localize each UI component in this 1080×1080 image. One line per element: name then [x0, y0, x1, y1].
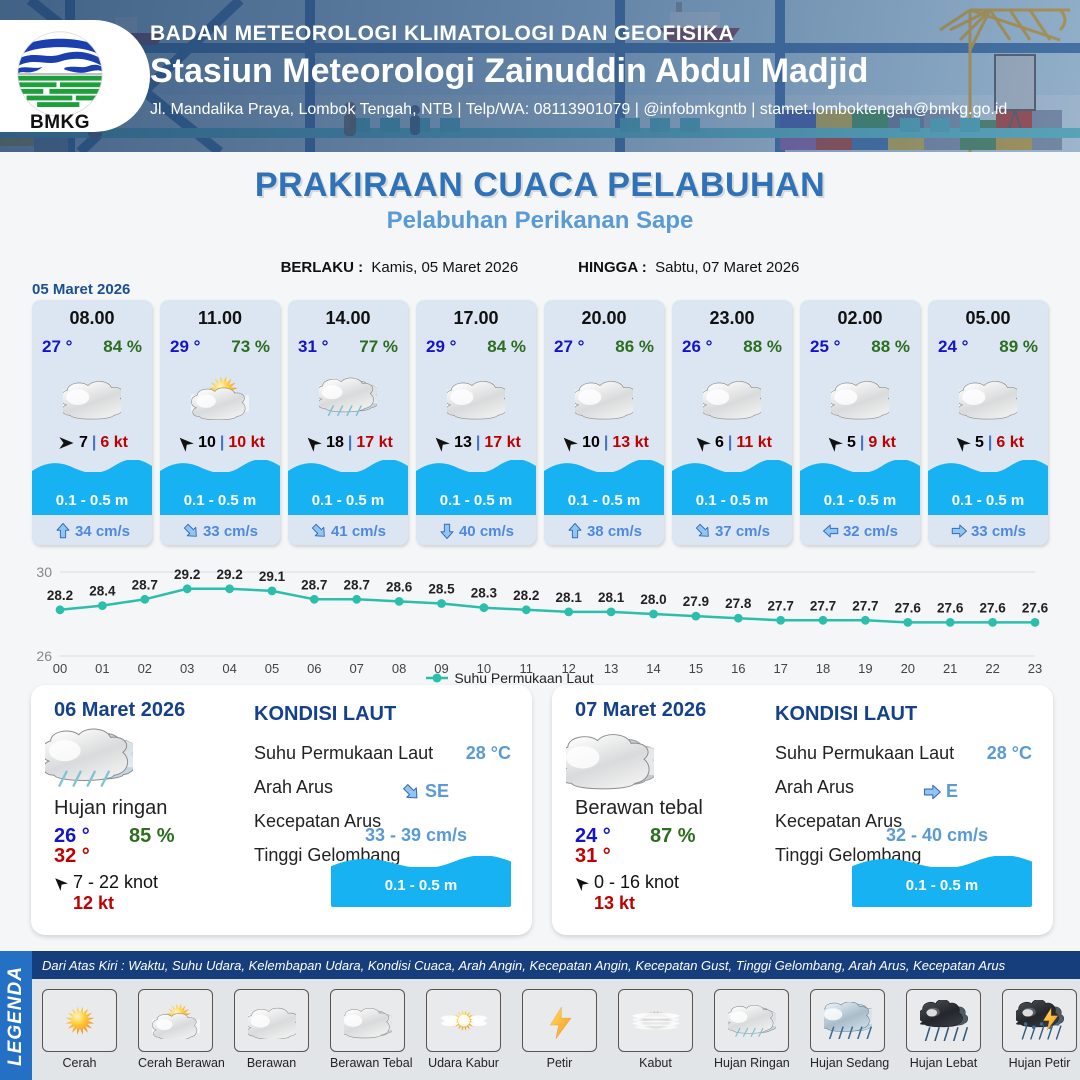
svg-text:28.2: 28.2: [47, 588, 73, 603]
svg-text:27.7: 27.7: [768, 598, 794, 613]
svg-text:28.7: 28.7: [301, 577, 327, 592]
svg-text:29.1: 29.1: [259, 569, 286, 584]
svg-text:28.1: 28.1: [598, 590, 625, 605]
svg-text:28.5: 28.5: [428, 582, 455, 597]
svg-text:28.6: 28.6: [386, 579, 413, 594]
svg-text:27.7: 27.7: [810, 598, 836, 613]
svg-text:28.4: 28.4: [89, 584, 116, 599]
svg-text:29.2: 29.2: [174, 567, 200, 582]
svg-text:28.0: 28.0: [640, 592, 666, 607]
svg-text:27.6: 27.6: [937, 600, 964, 615]
svg-text:28.3: 28.3: [471, 586, 498, 601]
svg-text:27.7: 27.7: [852, 598, 878, 613]
svg-text:26: 26: [36, 648, 52, 664]
svg-text:27.9: 27.9: [683, 594, 709, 609]
svg-text:27.6: 27.6: [979, 600, 1006, 615]
svg-text:28.1: 28.1: [556, 590, 583, 605]
svg-text:28.7: 28.7: [132, 577, 158, 592]
svg-text:28.2: 28.2: [513, 588, 539, 603]
svg-text:27.6: 27.6: [1022, 600, 1049, 615]
svg-text:30: 30: [36, 564, 52, 580]
svg-text:23: 23: [1028, 661, 1042, 676]
svg-text:27.6: 27.6: [895, 600, 922, 615]
svg-text:28.7: 28.7: [344, 577, 370, 592]
svg-text:29.2: 29.2: [216, 567, 242, 582]
svg-text:27.8: 27.8: [725, 596, 752, 611]
